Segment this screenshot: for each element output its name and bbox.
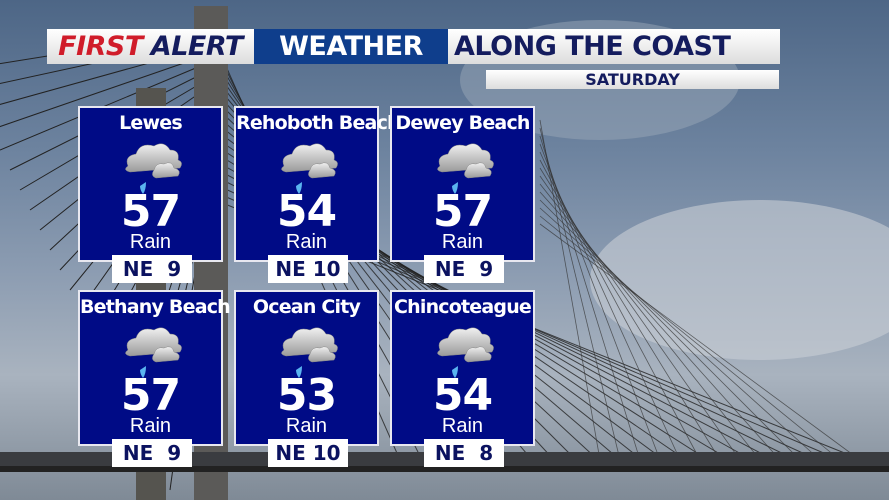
- temperature: 57: [120, 370, 181, 421]
- wind-label: NE 8: [424, 439, 504, 467]
- wind-label: NE 9: [112, 439, 192, 467]
- wind-label: NE 9: [424, 255, 504, 283]
- location-name: Ocean City: [252, 296, 361, 318]
- location-panel: Ocean City 53 Rain: [234, 290, 379, 446]
- first-alert-logo: FIRST ALERT: [47, 29, 254, 64]
- location-name: Chincoteague: [393, 296, 532, 318]
- cloud-rain-icon: [124, 327, 182, 378]
- weather-label: WEATHER: [254, 29, 448, 64]
- wind-label: NE 10: [268, 439, 348, 467]
- location-panel: Bethany Beach 57 Rain: [78, 290, 231, 446]
- logo-alert: ALERT: [150, 31, 244, 62]
- temperature: 57: [120, 186, 181, 237]
- cloud-rain-icon: [436, 143, 494, 194]
- cloud-rain-icon: [124, 143, 182, 194]
- condition: Rain: [441, 415, 484, 437]
- cloud-rain-icon: [280, 327, 338, 378]
- day-label: SATURDAY: [486, 70, 779, 89]
- location-name: Dewey Beach: [395, 112, 530, 134]
- temperature: 54: [276, 186, 337, 237]
- condition: Rain: [129, 231, 172, 253]
- condition: Rain: [285, 415, 328, 437]
- temperature: 54: [432, 370, 493, 421]
- cloud-rain-icon: [280, 143, 338, 194]
- temperature: 57: [432, 186, 493, 237]
- wind-label: NE 10: [268, 255, 348, 283]
- location-name: Rehoboth Beach: [236, 112, 401, 134]
- condition: Rain: [129, 415, 172, 437]
- temperature: 53: [276, 370, 337, 421]
- logo-first: FIRST: [58, 31, 143, 62]
- wind-label: NE 9: [112, 255, 192, 283]
- location-panel: Dewey Beach 57 Rain: [390, 106, 535, 262]
- cloud-rain-icon: [436, 327, 494, 378]
- location-name: Bethany Beach: [80, 296, 231, 318]
- condition: Rain: [441, 231, 484, 253]
- condition: Rain: [285, 231, 328, 253]
- location-name: Lewes: [119, 112, 183, 134]
- location-panel: Chincoteague 54 Rain: [390, 290, 535, 446]
- location-panel: Rehoboth Beach 54 Rain: [234, 106, 401, 262]
- page-title: ALONG THE COAST: [448, 29, 780, 64]
- location-panel: Lewes 57 Rain: [78, 106, 223, 262]
